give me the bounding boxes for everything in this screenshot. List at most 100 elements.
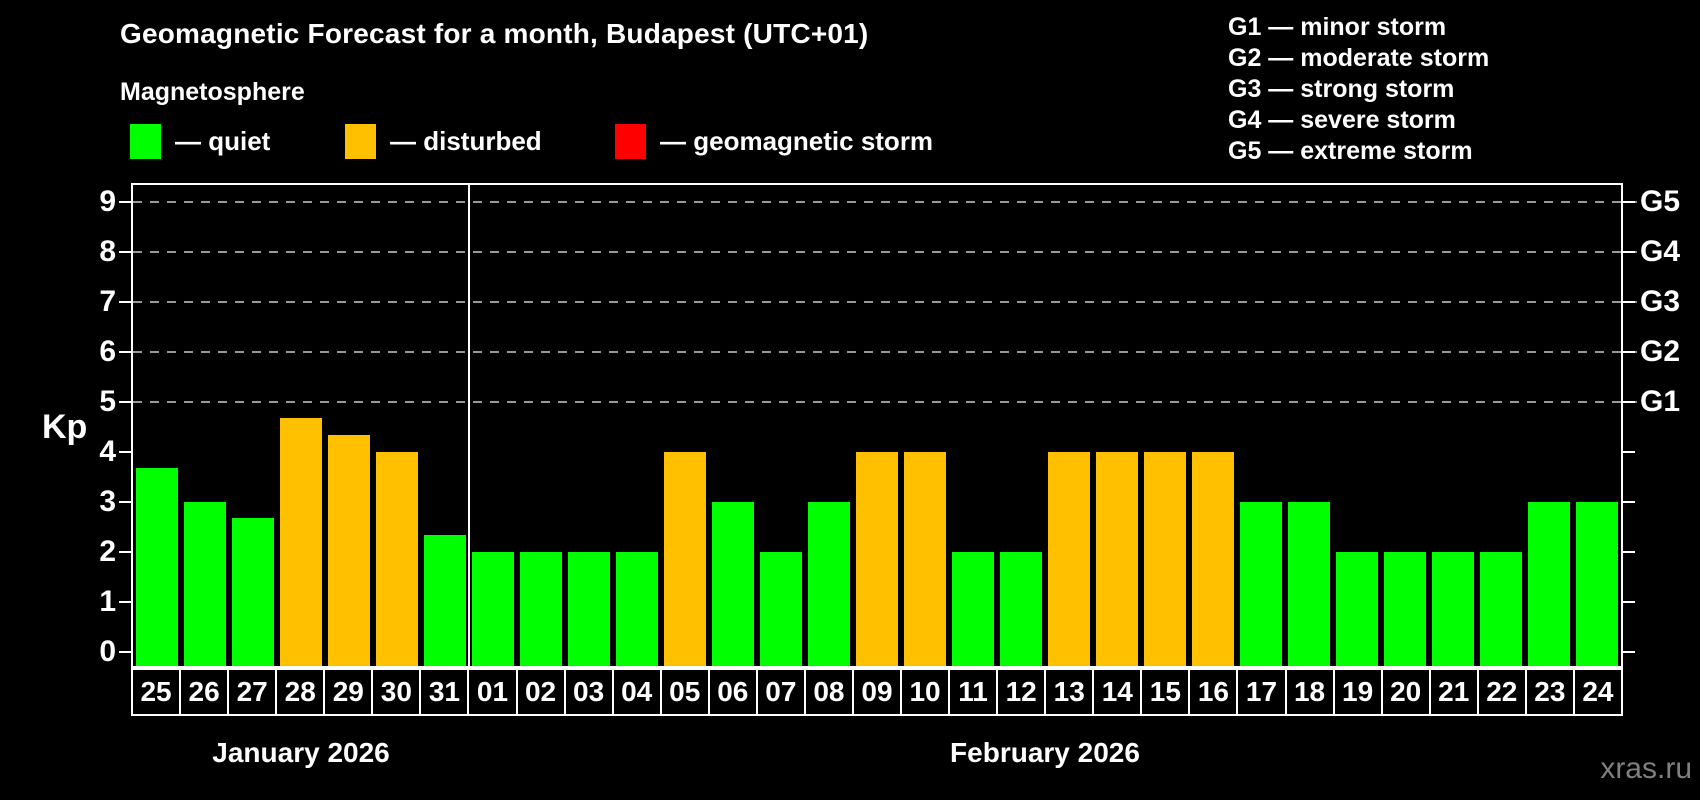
chart-title: Geomagnetic Forecast for a month, Budape… — [120, 18, 869, 49]
kp-bar-22 — [1480, 551, 1522, 666]
y-tick-left — [119, 400, 131, 403]
storm-scale-legend: G1 — minor storm G2 — moderate storm G3 — … — [1228, 12, 1489, 167]
kp-bar-19 — [1336, 551, 1378, 666]
legend-item-disturbed: — disturbed — [345, 121, 542, 161]
date-cell-23: 23 — [1524, 668, 1575, 716]
right-axis-label-g5: G5 — [1640, 184, 1681, 218]
date-cell-09: 09 — [851, 668, 902, 716]
right-axis-label-g2: G2 — [1640, 334, 1681, 368]
kp-bar-08 — [808, 501, 850, 666]
date-cell-18: 18 — [1284, 668, 1335, 716]
y-tick-label-5: 5 — [99, 384, 116, 418]
kp-bar-28 — [280, 418, 322, 666]
kp-bar-30 — [376, 451, 418, 666]
kp-bar-31 — [424, 535, 466, 666]
kp-bar-21 — [1432, 551, 1474, 666]
kp-bar-09 — [856, 451, 898, 666]
right-axis-label-g4: G4 — [1640, 234, 1681, 268]
legend-label: — disturbed — [390, 125, 542, 156]
kp-bar-10 — [904, 451, 946, 666]
legend-label: — quiet — [175, 125, 271, 156]
date-cell-15: 15 — [1140, 668, 1191, 716]
date-cell-22: 22 — [1476, 668, 1527, 716]
y-tick-left — [119, 600, 131, 603]
y-tick-left — [119, 300, 131, 303]
quiet-swatch — [130, 123, 161, 159]
legend-label: — geomagnetic storm — [660, 125, 934, 156]
kp-bar-15 — [1144, 451, 1186, 666]
date-cell-31: 31 — [419, 668, 470, 716]
storm-scale-line-4: G4 — severe storm — [1228, 106, 1456, 134]
date-axis: 25 26 27 28 29 30 31 01 02 03 04 05 06 07 08 09 10 11 12 13… — [131, 668, 1623, 716]
y-tick-left — [119, 200, 131, 203]
date-cell-19: 19 — [1332, 668, 1383, 716]
y-tick-label-4: 4 — [99, 434, 116, 468]
kp-bar-24 — [1576, 501, 1618, 666]
y-tick-label-9: 9 — [99, 184, 116, 218]
month-label-january: January 2026 — [212, 737, 390, 768]
kp-bar-25 — [136, 468, 178, 666]
kp-bar-17 — [1240, 501, 1282, 666]
kp-bar-02 — [520, 551, 562, 666]
magnetosphere-legend: — quiet — disturbed — geomagnetic storm — [0, 121, 1100, 161]
date-cell-03: 03 — [563, 668, 614, 716]
y-tick-left — [119, 500, 131, 503]
y-tick-label-8: 8 — [99, 234, 116, 268]
y-tick-label-3: 3 — [99, 484, 116, 518]
y-tick-label-1: 1 — [99, 584, 116, 618]
date-cell-10: 10 — [900, 668, 951, 716]
kp-bar-27 — [232, 518, 274, 666]
kp-bar-18 — [1288, 501, 1330, 666]
kp-bar-12 — [1000, 551, 1042, 666]
date-cell-11: 11 — [948, 668, 999, 716]
kp-bar-13 — [1048, 451, 1090, 666]
date-cell-04: 04 — [611, 668, 662, 716]
plot-area — [131, 183, 1637, 668]
date-cell-13: 13 — [1044, 668, 1095, 716]
date-cell-08: 08 — [803, 668, 854, 716]
y-tick-right — [1623, 450, 1635, 453]
y-tick-right — [1623, 500, 1635, 503]
y-tick-right — [1623, 350, 1635, 353]
date-cell-05: 05 — [659, 668, 710, 716]
date-cell-01: 01 — [467, 668, 518, 716]
watermark: xras.ru — [1600, 752, 1692, 785]
y-tick-label-0: 0 — [99, 634, 116, 668]
kp-bar-26 — [184, 501, 226, 666]
date-cell-30: 30 — [371, 668, 422, 716]
date-cell-28: 28 — [275, 668, 326, 716]
date-cell-14: 14 — [1092, 668, 1143, 716]
gridline-kp-5 — [133, 400, 1637, 403]
kp-bar-29 — [328, 435, 370, 666]
date-cell-21: 21 — [1428, 668, 1479, 716]
kp-bar-16 — [1192, 451, 1234, 666]
y-tick-right — [1623, 400, 1635, 403]
y-tick-left — [119, 550, 131, 553]
gridline-kp-8 — [133, 250, 1637, 253]
y-tick-right — [1623, 600, 1635, 603]
date-cell-26: 26 — [179, 668, 230, 716]
y-tick-right — [1623, 300, 1635, 303]
month-separator — [468, 185, 470, 666]
y-tick-left — [119, 250, 131, 253]
right-axis-label-g1: G1 — [1640, 384, 1681, 418]
kp-bar-04 — [616, 551, 658, 666]
y-tick-right — [1623, 250, 1635, 253]
y-axis-title: Kp — [42, 408, 88, 446]
storm-scale-line-5: G5 — extreme storm — [1228, 137, 1473, 165]
gridline-kp-7 — [133, 300, 1637, 303]
kp-bar-11 — [952, 551, 994, 666]
date-cell-07: 07 — [755, 668, 806, 716]
kp-bar-20 — [1384, 551, 1426, 666]
geomagnetic-storm-swatch — [615, 123, 646, 159]
legend-item-geomagnetic-storm: — geomagnetic storm — [615, 121, 933, 161]
legend-item-quiet: — quiet — [130, 121, 270, 161]
y-tick-label-7: 7 — [99, 284, 116, 318]
date-cell-24: 24 — [1572, 668, 1623, 716]
month-label-february: February 2026 — [950, 737, 1140, 768]
y-tick-label-6: 6 — [99, 334, 116, 368]
storm-scale-line-2: G2 — moderate storm — [1228, 44, 1490, 72]
storm-scale-line-1: G1 — minor storm — [1228, 13, 1447, 41]
date-cell-17: 17 — [1236, 668, 1287, 716]
